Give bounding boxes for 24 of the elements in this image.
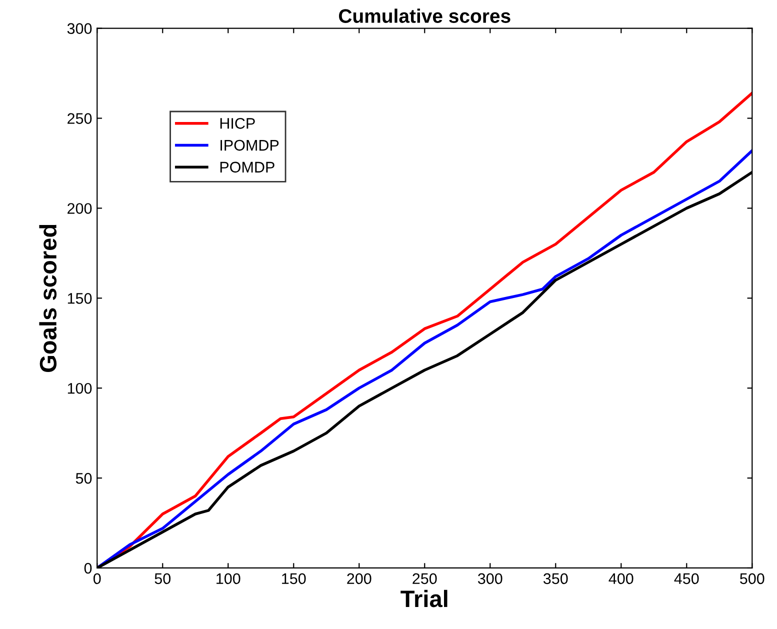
x-tick-label: 250	[412, 573, 437, 584]
x-tick-label: 100	[216, 573, 240, 584]
legend-label: IPOMDP	[220, 140, 279, 151]
y-tick-label: 50	[76, 472, 92, 484]
x-tick-label: 50	[154, 573, 171, 584]
x-tick-label: 450	[674, 573, 699, 584]
legend-label: POMDP	[220, 162, 274, 173]
x-tick-label: 150	[282, 573, 306, 584]
x-tick-label: 200	[347, 573, 372, 584]
x-tick-label: 350	[543, 573, 568, 584]
y-tick-label: 300	[67, 23, 92, 34]
y-tick-label: 250	[68, 113, 92, 124]
legend-label: HICP	[220, 118, 255, 129]
x-tick-label: 300	[478, 573, 502, 584]
x-tick-label: 500	[740, 573, 764, 584]
chart-title: Cumulative scores	[338, 8, 510, 23]
x-axis-title: Trial	[400, 590, 448, 608]
x-tick-label: 0	[93, 573, 101, 584]
y-tick-label: 0	[84, 562, 92, 574]
y-tick-label: 150	[68, 293, 92, 304]
x-tick-label: 400	[608, 573, 634, 584]
y-tick-label: 200	[68, 203, 92, 214]
y-axis-title: Goals scored	[39, 224, 57, 372]
y-tick-label: 100	[68, 382, 92, 394]
